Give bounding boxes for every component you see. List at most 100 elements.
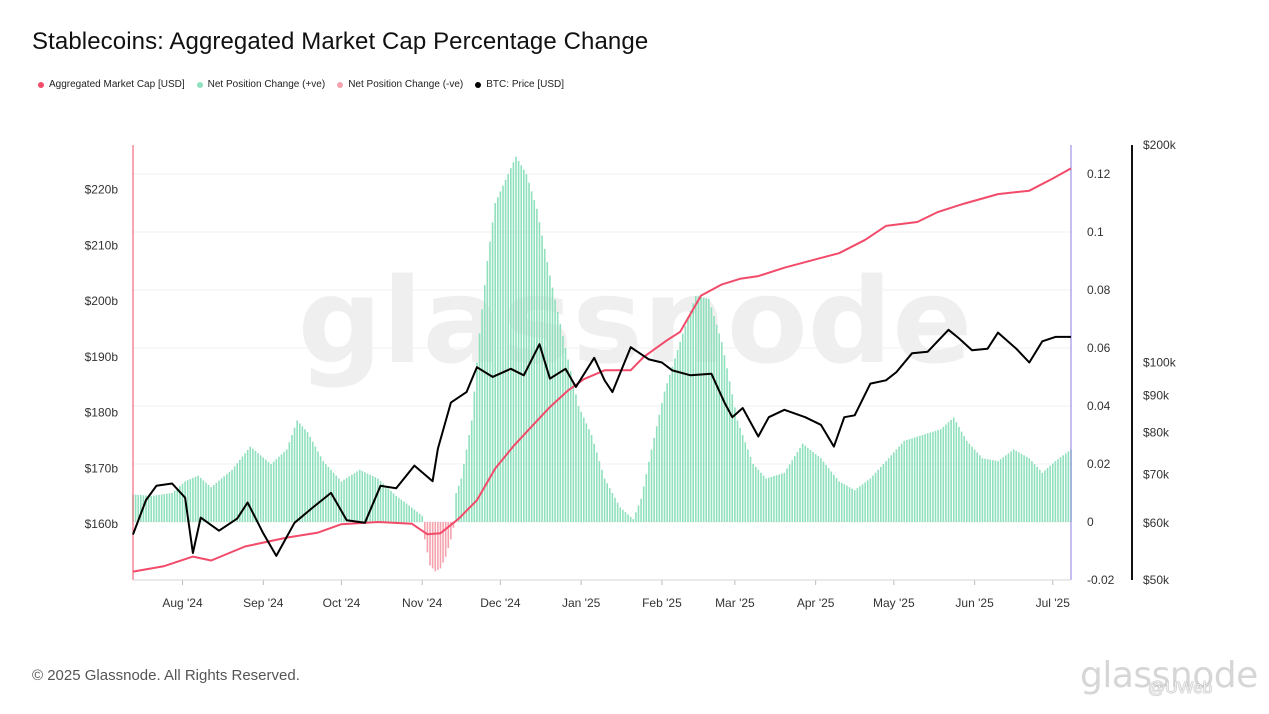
y-left-tick-label: $220b [85, 183, 119, 197]
net-position-bar-positive [960, 431, 963, 522]
legend-item-net-position-positive[interactable]: Net Position Change (+ve) [196, 79, 325, 90]
net-position-bar-positive [856, 488, 859, 522]
net-position-bar-positive [283, 451, 285, 522]
net-position-bar-positive [1049, 465, 1051, 522]
net-position-bar-positive [809, 449, 812, 522]
net-position-bar-positive [166, 493, 168, 522]
y-right-tick-label: $50k [1143, 573, 1170, 587]
net-position-bar-positive [1067, 451, 1070, 522]
net-position-bar-positive [1015, 450, 1018, 522]
net-position-bar-positive [997, 461, 999, 522]
net-position-bar-positive [757, 469, 760, 522]
net-position-bar-positive [900, 443, 903, 522]
net-position-bar-positive [801, 443, 804, 522]
net-position-bar-positive [515, 156, 517, 522]
net-position-bar-positive [218, 480, 220, 522]
net-position-bar-positive [955, 422, 958, 522]
net-position-bar-positive [655, 426, 658, 522]
net-position-bar-positive [395, 495, 397, 522]
net-position-bar-positive [179, 486, 181, 522]
net-position-bar-positive [601, 469, 603, 522]
x-tick-label: Jul '25 [1036, 596, 1071, 610]
net-position-bar-positive [392, 493, 395, 522]
net-position-bar-positive [215, 482, 218, 522]
net-position-bar-positive [572, 382, 575, 522]
net-position-bar-positive [262, 457, 265, 522]
net-position-bar-positive [382, 483, 384, 522]
y-mid-tick-label: 0.06 [1087, 341, 1111, 355]
net-position-bar-positive [567, 359, 569, 522]
net-position-bar-positive [666, 383, 668, 522]
legend-item-net-position-negative[interactable]: Net Position Change (-ve) [337, 79, 463, 90]
net-position-bar-positive [760, 472, 762, 522]
net-position-bar-positive [846, 485, 848, 522]
net-position-bar-positive [895, 449, 898, 522]
net-position-bar-positive [494, 203, 496, 522]
net-position-bar-positive [473, 391, 476, 522]
net-position-bar-positive [176, 488, 179, 522]
y-left-tick-label: $200b [85, 294, 119, 308]
x-tick-label: Sep '24 [243, 596, 284, 610]
net-position-bar-positive [314, 446, 317, 522]
net-position-bar-positive [160, 494, 163, 522]
net-position-bar-positive [590, 435, 593, 522]
x-tick-label: Feb '25 [642, 596, 682, 610]
net-position-bar-positive [241, 456, 244, 522]
net-position-bar-positive [291, 435, 293, 522]
net-position-bar-positive [270, 464, 272, 522]
net-position-bar-positive [827, 468, 830, 522]
net-position-bar-positive [874, 472, 877, 522]
net-position-bar-positive [413, 509, 416, 522]
net-position-bar-positive [648, 461, 650, 522]
x-tick-label: Jun '25 [955, 596, 994, 610]
net-position-bar-positive [186, 480, 189, 522]
series-lines [132, 167, 1072, 573]
copyright-text: © 2025 Glassnode. All Rights Reserved. [32, 667, 300, 684]
net-position-bar-positive [705, 298, 708, 522]
y-right-tick-label: $200k [1143, 138, 1177, 152]
y-left-tick-label: $210b [85, 238, 119, 252]
legend-item-btc-price[interactable]: BTC: Price [USD] [475, 79, 564, 90]
net-position-bar-positive [926, 433, 929, 522]
x-tick-label: Mar '25 [715, 596, 755, 610]
net-position-bar-positive [1046, 468, 1049, 522]
net-position-bar-positive [622, 509, 624, 522]
net-position-bar-positive [254, 450, 257, 522]
net-position-bar-positive [137, 494, 140, 522]
net-position-bar-positive [637, 505, 640, 522]
net-position-bar-positive [1038, 469, 1041, 522]
net-position-bar-positive [687, 318, 689, 522]
net-position-bar-positive [267, 461, 270, 522]
net-position-bar-positive [387, 488, 390, 522]
net-position-bar-positive [520, 165, 523, 523]
net-position-bar-positive [799, 447, 801, 522]
net-position-bar-positive [942, 426, 945, 522]
x-tick-label: Dec '24 [480, 596, 521, 610]
net-position-bar-positive [301, 426, 304, 522]
net-position-bar-positive [460, 478, 463, 522]
net-position-bar-positive [246, 449, 249, 522]
y-mid-tick-label: 0.04 [1087, 399, 1111, 413]
net-position-bar-positive [919, 435, 921, 522]
net-position-bar-positive [322, 461, 325, 522]
net-position-bar-positive [288, 442, 291, 522]
net-position-bar-positive [512, 162, 515, 522]
net-position-bar-positive [549, 275, 551, 522]
net-position-bar-positive [543, 248, 546, 522]
net-position-bar-positive [775, 475, 778, 522]
net-position-bar-positive [538, 222, 541, 522]
net-position-bar-negative [437, 522, 439, 570]
net-position-bar-positive [851, 488, 853, 522]
net-position-bar-positive [973, 449, 976, 522]
chart-axes: $160b $170b $180b $190b $200b $210b $220b -0.02… [85, 138, 1177, 610]
net-position-bar-positive [140, 495, 142, 522]
net-position-bar-positive [252, 448, 254, 522]
net-position-bar-positive [489, 241, 491, 522]
net-position-bar-positive [147, 495, 150, 522]
legend-item-market-cap[interactable]: Aggregated Market Cap [USD] [38, 79, 185, 90]
net-position-bar-positive [192, 477, 194, 522]
net-position-bar-positive [595, 452, 598, 522]
net-position-bar-negative [442, 522, 444, 563]
net-position-bar-positive [822, 461, 825, 522]
